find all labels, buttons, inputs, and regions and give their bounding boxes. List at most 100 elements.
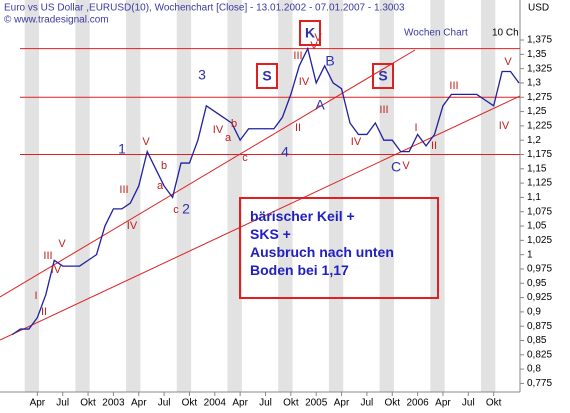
wave-label: IV (499, 120, 510, 132)
y-tick-label: 0,95 (527, 278, 547, 289)
unit: USD (528, 3, 549, 14)
x-tick-label: Apr (30, 398, 46, 409)
y-tick-label: 1,375 (527, 35, 552, 46)
y-tick-label: 1,15 (527, 163, 547, 174)
wave-label: V (402, 160, 410, 172)
boxed-label: S (262, 68, 271, 84)
y-tick-label: 1,05 (527, 221, 547, 232)
wave-label: c (173, 204, 179, 216)
wave-label: IV (213, 124, 224, 136)
x-tick-label: Jul (259, 398, 272, 409)
y-tick-label: 1,35 (527, 49, 547, 60)
wave-label: III (379, 104, 388, 116)
x-tick-label: Okt (486, 398, 502, 409)
y-tick-label: 0,775 (527, 378, 552, 389)
y-tick-label: 1,2 (527, 135, 541, 146)
wave-label: C (391, 159, 401, 175)
wave-label: 1 (118, 141, 126, 157)
wave-label: II (41, 306, 47, 318)
wave-label: I (34, 290, 37, 302)
y-tick-label: 0,925 (527, 292, 552, 303)
band (480, 0, 496, 392)
wave-label: IV (51, 264, 62, 276)
wave-label: 4 (281, 144, 289, 160)
x-tick-label: Jul (158, 398, 171, 409)
x-tick-label: 2006 (406, 398, 429, 409)
y-tick-label: 0,875 (527, 321, 552, 332)
chart-title: Euro vs US Dollar ,EURUSD(10), Wochencha… (4, 3, 405, 14)
band (379, 0, 394, 392)
annotation-line: bärischer Keil + (250, 208, 355, 224)
y-tick-label: 1,3 (527, 78, 541, 89)
x-tick-label: Okt (182, 398, 198, 409)
boxed-label: S (378, 68, 387, 84)
y-tick-label: 1 (527, 249, 533, 260)
x-tick-label: Jul (361, 398, 374, 409)
wave-label: 2 (182, 201, 190, 217)
wave-label: III (43, 250, 52, 262)
source: © www.tradesignal.com (4, 15, 109, 26)
x-tick-label: Jul (462, 398, 475, 409)
wave-label: 3 (198, 67, 206, 83)
wave-label: I (414, 122, 417, 134)
shading (24, 0, 496, 392)
y-tick-label: 1,175 (527, 149, 552, 160)
y-tick-label: 0,8 (527, 364, 541, 375)
x-tick-label: Apr (131, 398, 147, 409)
wave-label: a (157, 180, 164, 192)
y-tick-label: 1,325 (527, 63, 552, 74)
x-tick-label: Jul (56, 398, 69, 409)
label-box (372, 63, 394, 89)
wave-label: c (242, 152, 248, 164)
y-tick-label: 0,825 (527, 349, 552, 360)
x-tick-label: 2004 (204, 398, 227, 409)
wave-label: a (225, 132, 232, 144)
y-tick-label: 1,125 (527, 178, 552, 189)
wave-label: V (314, 32, 322, 44)
corner-label: 10 Ch (492, 28, 519, 39)
x-tick-label: Okt (80, 398, 96, 409)
wave-label: II (295, 122, 301, 134)
wave-label: II (431, 140, 437, 152)
x-tick-label: Apr (334, 398, 350, 409)
annotation-line: Ausbruch nach unten (250, 244, 394, 260)
wave-label: IV (351, 136, 362, 148)
x-tick-label: 2003 (102, 398, 125, 409)
annotation-line: SKS + (250, 226, 291, 242)
band (430, 0, 445, 392)
annotation-line: Boden bei 1,17 (250, 262, 349, 278)
wave-label: III (119, 184, 128, 196)
y-tick-label: 1,025 (527, 235, 552, 246)
band (176, 0, 192, 392)
y-tick-label: 1,075 (527, 206, 552, 217)
y-tick-label: 1,25 (527, 106, 547, 117)
label-box (299, 20, 321, 46)
y-tick-label: 1,225 (527, 121, 552, 132)
y-tick-label: 1,1 (527, 192, 541, 203)
band (278, 0, 293, 392)
wave-label: B (325, 53, 334, 69)
x-tick-label: Okt (384, 398, 400, 409)
band (24, 0, 40, 392)
price-line (11, 46, 520, 336)
y-tick-label: 0,975 (527, 264, 552, 275)
wave-label: IV (127, 220, 138, 232)
x-tick-label: Okt (283, 398, 299, 409)
wave-label: A (315, 97, 325, 113)
wave-label: V (142, 136, 150, 148)
x-tick-label: Apr (232, 398, 248, 409)
y-tick-label: 0,85 (527, 335, 547, 346)
band (75, 0, 90, 392)
label-box (256, 63, 278, 89)
chart-name: Wochen Chart (404, 28, 468, 39)
wave-label: b (161, 160, 167, 172)
wave-label: V (58, 238, 66, 250)
y-tick-label: 1,275 (527, 92, 552, 103)
band (227, 0, 242, 392)
y-tick-label: 0,9 (527, 307, 541, 318)
wave-label: IV (299, 76, 310, 88)
x-tick-label: Apr (435, 398, 451, 409)
band (328, 0, 344, 392)
wave-label: III (449, 80, 458, 92)
